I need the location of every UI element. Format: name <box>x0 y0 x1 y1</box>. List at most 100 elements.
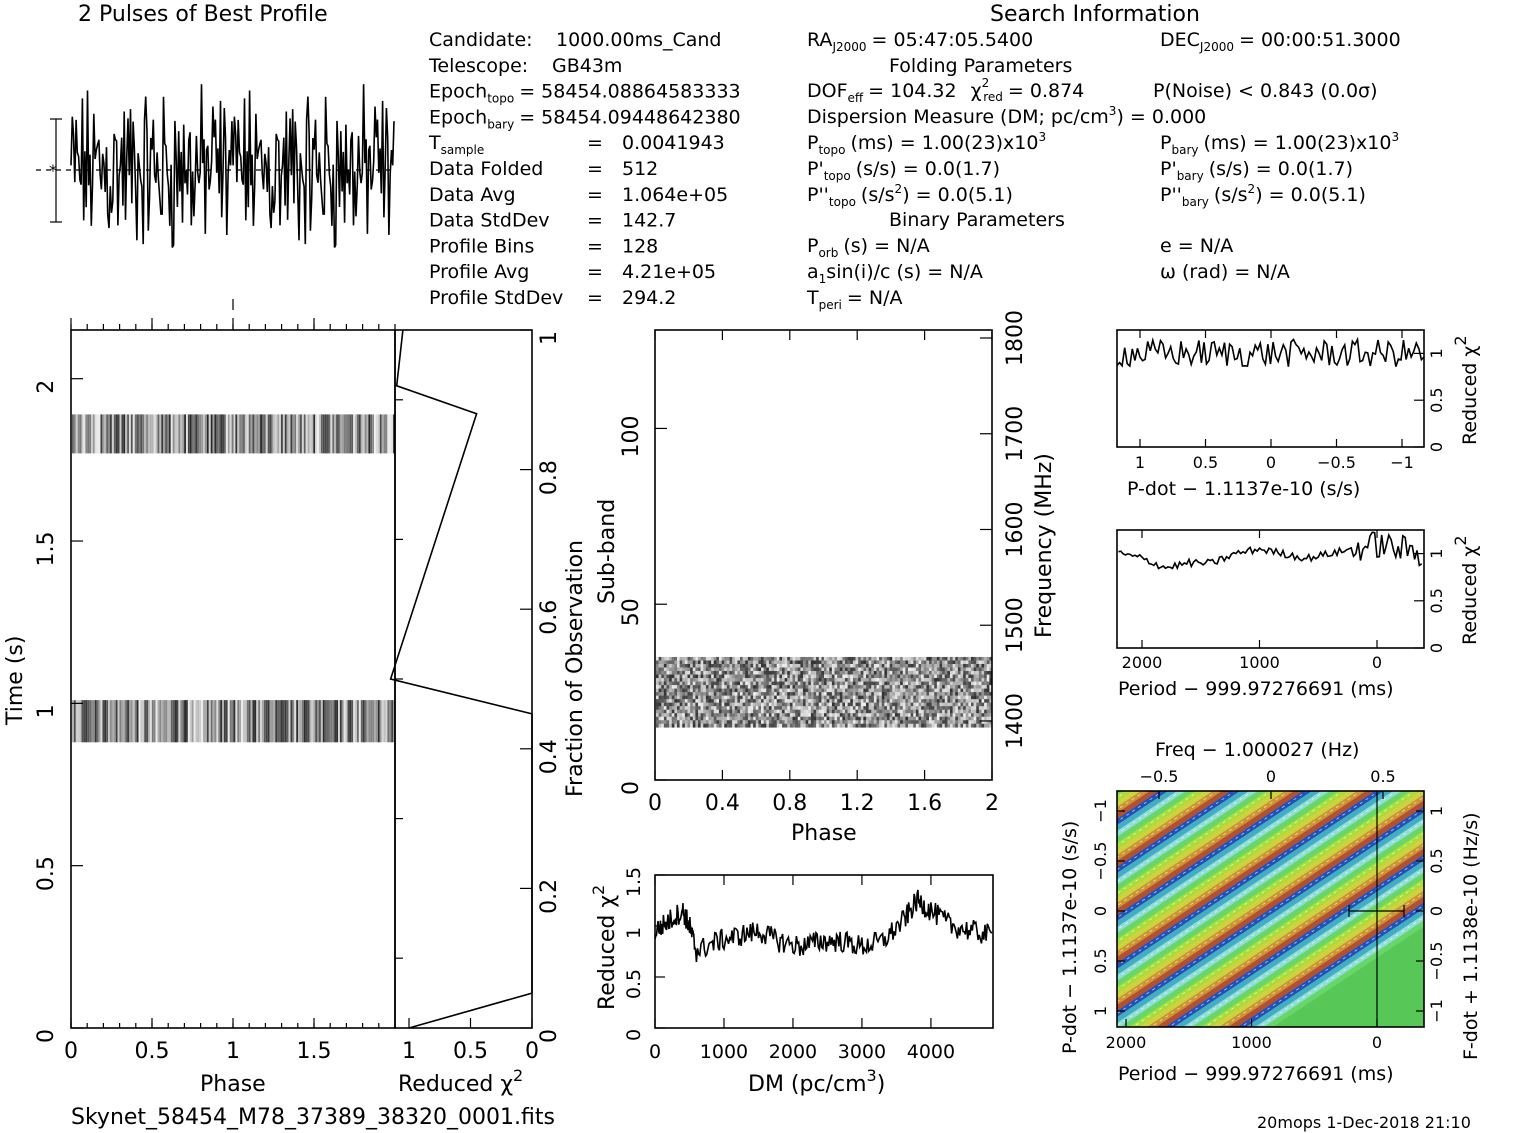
subband-cell <box>742 663 746 668</box>
subband-cell <box>774 695 778 700</box>
subband-cell <box>947 660 951 665</box>
time-band-strip <box>189 414 192 454</box>
subband-cell <box>658 671 662 675</box>
subband-cell <box>963 713 967 718</box>
subband-cell <box>658 709 662 714</box>
pdot-heat-ytick: 0 <box>1091 906 1110 916</box>
subband-cell <box>742 699 746 703</box>
subband-cell <box>950 667 953 672</box>
subband-cell <box>923 660 927 665</box>
subband-cell <box>876 699 880 703</box>
subband-cell <box>879 667 883 672</box>
subband-cell <box>984 671 988 675</box>
subband-cell <box>908 706 911 710</box>
subband-cell <box>908 674 911 679</box>
time-band-strip <box>360 700 363 743</box>
subband-cell <box>989 685 993 689</box>
subband-cell <box>813 671 817 675</box>
subband-cell <box>708 660 712 665</box>
subband-cell <box>978 688 982 693</box>
subband-cell <box>810 667 814 672</box>
subband-cell <box>876 692 880 696</box>
subband-cell <box>656 660 659 665</box>
subband-cell <box>658 720 662 725</box>
subband-cell <box>868 713 872 718</box>
subband-phase-frame <box>654 329 993 781</box>
time-band-strip <box>332 700 335 743</box>
subband-cell <box>682 723 686 728</box>
subband-cell <box>742 674 746 679</box>
subband-cell <box>792 695 796 700</box>
subband-cell <box>947 685 951 689</box>
subband-cell <box>813 681 817 686</box>
heatmap-stripe <box>1120 824 1424 1027</box>
subband-cell <box>719 713 722 718</box>
time-band-strip <box>180 700 183 743</box>
subband-cell <box>889 674 893 679</box>
subband-cell <box>810 663 814 668</box>
subband-cell <box>868 660 872 665</box>
subband-cell <box>803 702 806 707</box>
subband-cell <box>923 699 927 703</box>
subband-cell <box>745 660 749 665</box>
subband-cell <box>742 688 746 693</box>
subband-cell <box>831 681 835 686</box>
subband-cell <box>942 656 946 661</box>
subband-cell <box>939 678 943 682</box>
time-band-strip <box>165 414 167 454</box>
subband-cell <box>834 667 838 672</box>
subband-cell <box>910 709 914 714</box>
subband-cell <box>936 656 940 661</box>
subband-cell <box>850 720 854 725</box>
subband-cell <box>860 681 864 686</box>
subband-cell <box>700 723 704 728</box>
subband-cell <box>866 695 869 700</box>
subband-cell <box>726 678 730 682</box>
subband-cell <box>787 716 791 721</box>
subband-cell <box>908 681 911 686</box>
subband-cell <box>866 709 869 714</box>
subband-cell <box>690 713 694 718</box>
subband-cell <box>989 671 993 675</box>
subband-cell <box>805 685 809 689</box>
subband-cell <box>784 716 788 721</box>
subband-cell <box>663 656 667 661</box>
time-band-strip <box>383 700 386 743</box>
subband-cell <box>926 660 930 665</box>
subband-cell <box>671 699 675 703</box>
subband-cell <box>944 709 948 714</box>
time-band-strip <box>180 414 183 454</box>
subband-cell <box>729 681 733 686</box>
subband-cell <box>934 667 938 672</box>
subband-cell <box>745 720 749 725</box>
subband-cell <box>721 699 725 703</box>
time-band-strip <box>79 700 82 743</box>
subband-cell <box>803 699 806 703</box>
subband-cell <box>789 709 793 714</box>
subband-cell <box>960 716 964 721</box>
dm-xlabel: DM (pc/cm3) <box>748 1066 885 1097</box>
subband-cell <box>674 716 678 721</box>
subband-cell <box>721 663 725 668</box>
time-band-strip <box>235 414 238 454</box>
subband-cell <box>740 716 743 721</box>
subband-cell <box>729 706 733 710</box>
subband-cell <box>666 706 670 710</box>
subband-cell <box>776 678 780 682</box>
subband-cell <box>805 699 809 703</box>
subband-cell <box>929 660 932 665</box>
subband-cell <box>947 656 951 661</box>
subband-cell <box>803 723 806 728</box>
subband-cell <box>963 720 967 725</box>
subband-cell <box>745 706 749 710</box>
subband-cell <box>732 716 736 721</box>
subband-cell <box>892 667 896 672</box>
subband-cell <box>960 671 964 675</box>
subband-cell <box>692 671 696 675</box>
subband-cell <box>971 702 974 707</box>
time-band-strip <box>315 414 318 454</box>
subband-cell <box>831 713 835 718</box>
subband-cell <box>955 667 959 672</box>
time-band-strip <box>182 414 185 454</box>
